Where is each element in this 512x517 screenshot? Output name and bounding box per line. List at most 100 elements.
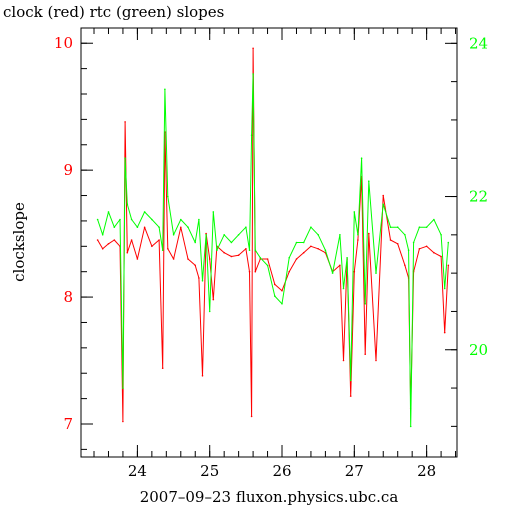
clock-point: [266, 258, 269, 260]
clock-point: [375, 359, 377, 362]
rtc-point: [180, 218, 182, 221]
clock-point: [161, 367, 164, 370]
rtc-point: [101, 234, 104, 236]
rtc-point: [237, 234, 240, 236]
rtc-point: [230, 241, 233, 244]
clock-point: [187, 258, 189, 260]
clock-point: [389, 239, 392, 241]
clock-point: [130, 239, 133, 241]
y-left-tick-label: 8: [63, 288, 73, 306]
clock-point: [274, 283, 276, 286]
clock-point: [212, 298, 215, 301]
y-left-tick-label: 7: [63, 415, 73, 433]
rtc-point: [223, 234, 225, 236]
rtc-point: [119, 218, 121, 221]
rtc-point: [433, 218, 435, 221]
rtc-point: [375, 272, 377, 274]
rtc-point: [252, 73, 254, 75]
clock-point: [382, 194, 385, 197]
clock-point: [237, 254, 240, 256]
rtc-point: [382, 203, 385, 205]
x-tick-label: 26: [272, 462, 291, 480]
clock-point: [295, 258, 298, 260]
y-left-tick-label: 9: [63, 161, 73, 179]
rtc-point: [425, 226, 428, 228]
y-right-tick-label: 22: [469, 188, 488, 206]
clock-point: [205, 232, 207, 235]
plot-frame: [80, 27, 458, 458]
x-tick-label: 25: [200, 462, 219, 480]
rtc-point: [404, 234, 406, 236]
clock-point: [288, 270, 291, 273]
y-left-tick-label: 10: [54, 34, 73, 52]
rtc-point: [208, 310, 211, 313]
x-axis: 24 25 26 27 28: [93, 28, 457, 480]
clock-point: [254, 270, 257, 273]
x-tick-label: 27: [345, 462, 364, 480]
clock-point: [357, 239, 359, 241]
y-axis-label: clockslope: [10, 202, 28, 282]
rtc-point: [143, 211, 146, 213]
y-right-axis: 20 22 24: [445, 34, 488, 427]
rtc-point: [342, 287, 345, 290]
clock-point: [172, 258, 175, 260]
clock-point: [364, 353, 367, 356]
clock-point: [96, 239, 99, 241]
series-layer: [96, 47, 450, 428]
rtc-point: [164, 88, 166, 91]
clock-point: [342, 359, 345, 362]
rtc-point: [368, 180, 370, 182]
rtc-point: [349, 379, 352, 382]
clock-point: [180, 226, 182, 229]
rtc-point: [248, 249, 251, 251]
rtc-point: [158, 226, 160, 228]
clock-point: [167, 248, 169, 250]
clock-point: [425, 245, 428, 248]
x-tick-label: 28: [417, 462, 436, 480]
clock-point: [317, 248, 320, 250]
clock-point: [396, 243, 399, 245]
clock-point: [353, 270, 356, 273]
rtc-point: [324, 249, 327, 251]
rtc-point: [126, 203, 129, 205]
rtc-point: [412, 241, 415, 244]
clock-point: [447, 264, 450, 267]
clock-point: [201, 375, 204, 377]
clock-point: [122, 420, 124, 423]
rtc-point: [161, 249, 164, 251]
clock-point: [230, 255, 233, 258]
rtc-point: [288, 257, 291, 259]
clock-point: [194, 264, 196, 267]
rtc-point: [447, 241, 450, 244]
clock-point: [250, 415, 253, 418]
rtc-point: [295, 241, 298, 244]
chart-title: clock (red) rtc (green) slopes: [3, 3, 224, 21]
rtc-point: [216, 249, 218, 251]
y-right-tick-label: 20: [469, 341, 488, 359]
clock-point: [368, 232, 370, 235]
rtc-point: [212, 211, 215, 213]
rtc-slope-line: [97, 73, 449, 427]
rtc-point: [443, 287, 446, 290]
rtc-point: [357, 234, 359, 236]
rtc-point: [346, 257, 348, 259]
x-tick-label: 24: [128, 462, 147, 480]
rtc-point: [259, 257, 262, 259]
clock-point: [143, 226, 146, 229]
rtc-point: [310, 226, 312, 228]
rtc-point: [194, 241, 196, 244]
clock-point: [252, 47, 254, 50]
rtc-point: [331, 272, 334, 274]
rtc-point: [418, 226, 421, 228]
rtc-point: [389, 226, 392, 228]
rtc-point: [364, 303, 367, 305]
clock-point: [349, 395, 352, 397]
rtc-point: [124, 157, 126, 159]
rtc-point: [107, 211, 110, 213]
rtc-point: [187, 226, 189, 228]
rtc-point: [281, 303, 283, 305]
clock-point: [281, 289, 283, 292]
y-left-axis: 7 8 9 10: [54, 34, 93, 450]
rtc-point: [151, 218, 153, 221]
